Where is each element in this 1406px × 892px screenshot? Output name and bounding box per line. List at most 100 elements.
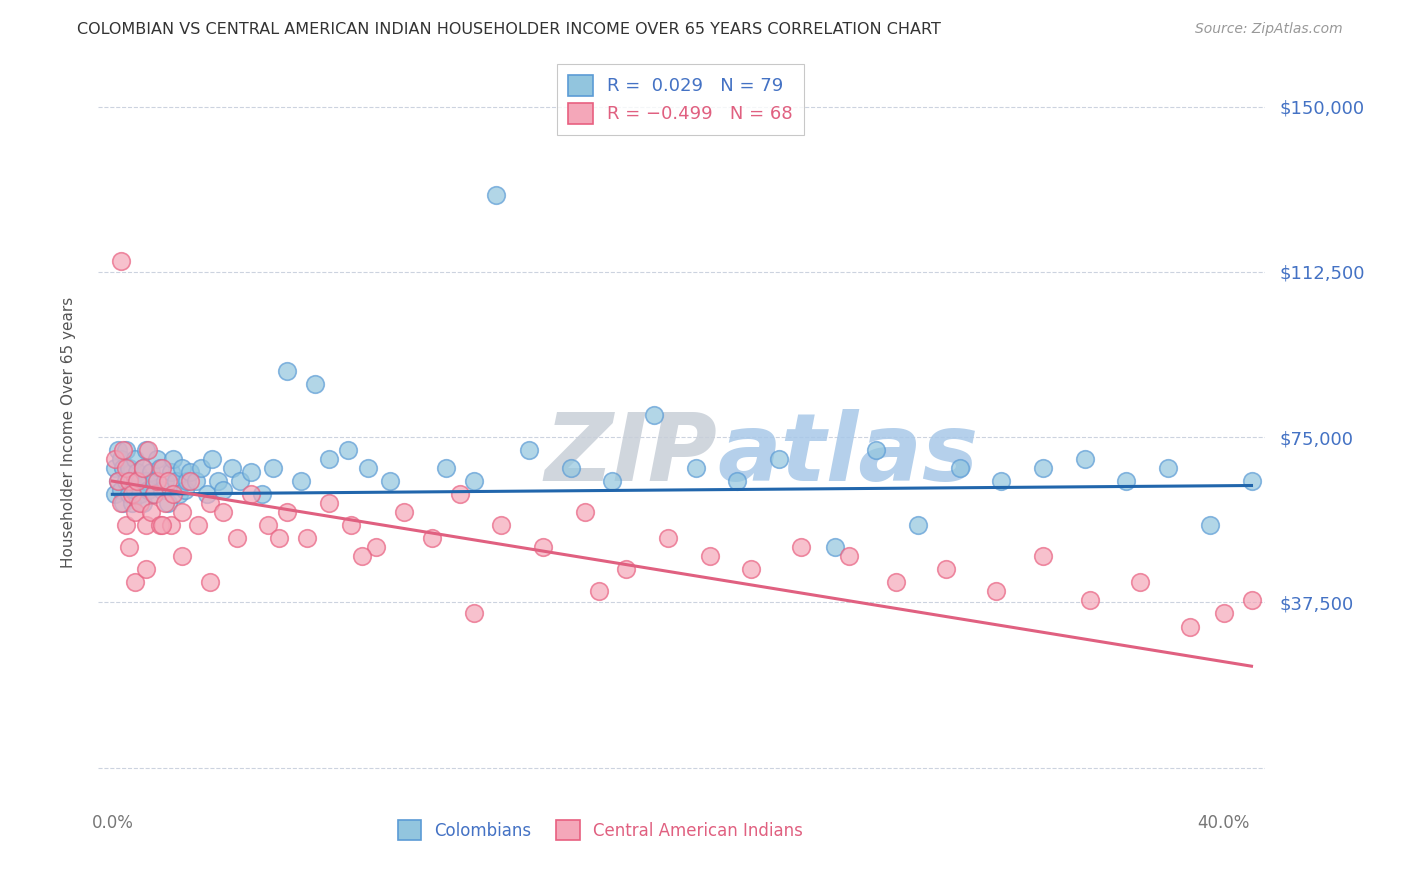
Point bbox=[124, 483, 146, 497]
Point bbox=[212, 483, 235, 497]
Point bbox=[263, 461, 285, 475]
Point bbox=[118, 487, 141, 501]
Point bbox=[1180, 619, 1202, 633]
Point bbox=[150, 461, 173, 475]
Point bbox=[107, 474, 129, 488]
Point bbox=[240, 465, 263, 479]
Point bbox=[124, 575, 146, 590]
Point bbox=[104, 461, 127, 475]
Point bbox=[176, 474, 198, 488]
Point bbox=[392, 505, 415, 519]
Point bbox=[173, 483, 195, 497]
Point bbox=[129, 487, 152, 501]
Point bbox=[184, 474, 207, 488]
Point bbox=[824, 540, 846, 554]
Point bbox=[129, 474, 152, 488]
Point bbox=[150, 518, 173, 533]
Point bbox=[167, 487, 190, 501]
Point bbox=[574, 505, 596, 519]
Point bbox=[150, 483, 173, 497]
Point bbox=[1032, 549, 1054, 563]
Point bbox=[198, 575, 221, 590]
Point bbox=[110, 483, 132, 497]
Point bbox=[162, 452, 184, 467]
Point bbox=[366, 540, 388, 554]
Point bbox=[990, 474, 1012, 488]
Text: atlas: atlas bbox=[717, 409, 979, 500]
Point bbox=[115, 518, 138, 533]
Point bbox=[156, 496, 179, 510]
Point bbox=[135, 474, 157, 488]
Point bbox=[110, 452, 132, 467]
Point bbox=[340, 518, 363, 533]
Point bbox=[318, 452, 340, 467]
Point bbox=[657, 532, 679, 546]
Point bbox=[190, 461, 212, 475]
Point bbox=[179, 465, 201, 479]
Point bbox=[434, 461, 457, 475]
Point bbox=[1074, 452, 1097, 467]
Point bbox=[170, 505, 193, 519]
Point bbox=[949, 461, 972, 475]
Point bbox=[170, 461, 193, 475]
Point bbox=[935, 562, 957, 576]
Point bbox=[135, 562, 157, 576]
Point bbox=[143, 474, 166, 488]
Point bbox=[104, 487, 127, 501]
Point bbox=[153, 474, 176, 488]
Point bbox=[121, 474, 143, 488]
Point bbox=[276, 364, 298, 378]
Point bbox=[135, 443, 157, 458]
Point bbox=[276, 505, 298, 519]
Point bbox=[517, 443, 540, 458]
Point bbox=[984, 584, 1007, 599]
Point bbox=[124, 505, 146, 519]
Point bbox=[838, 549, 860, 563]
Point bbox=[884, 575, 907, 590]
Point bbox=[614, 562, 637, 576]
Point bbox=[146, 452, 169, 467]
Point bbox=[170, 549, 193, 563]
Point bbox=[1080, 593, 1102, 607]
Point bbox=[127, 465, 149, 479]
Point bbox=[156, 474, 179, 488]
Point bbox=[226, 532, 249, 546]
Point bbox=[491, 518, 513, 533]
Point bbox=[143, 487, 166, 501]
Point bbox=[115, 461, 138, 475]
Point bbox=[104, 452, 127, 467]
Y-axis label: Householder Income Over 65 years: Householder Income Over 65 years bbox=[62, 297, 76, 568]
Point bbox=[148, 461, 170, 475]
Point bbox=[229, 474, 252, 488]
Point bbox=[132, 461, 155, 475]
Point bbox=[560, 461, 582, 475]
Text: Source: ZipAtlas.com: Source: ZipAtlas.com bbox=[1195, 22, 1343, 37]
Point bbox=[449, 487, 471, 501]
Point bbox=[179, 474, 201, 488]
Point bbox=[1032, 461, 1054, 475]
Point bbox=[907, 518, 929, 533]
Point bbox=[118, 461, 141, 475]
Point bbox=[1240, 593, 1263, 607]
Point bbox=[318, 496, 340, 510]
Point bbox=[141, 505, 163, 519]
Point bbox=[221, 461, 243, 475]
Point bbox=[290, 474, 312, 488]
Point bbox=[195, 487, 218, 501]
Point bbox=[146, 474, 169, 488]
Point bbox=[207, 474, 229, 488]
Point bbox=[124, 452, 146, 467]
Point bbox=[107, 474, 129, 488]
Point bbox=[165, 474, 187, 488]
Point bbox=[115, 474, 138, 488]
Point bbox=[865, 443, 887, 458]
Point bbox=[1240, 474, 1263, 488]
Legend: Colombians, Central American Indians: Colombians, Central American Indians bbox=[391, 814, 810, 847]
Point bbox=[304, 377, 326, 392]
Point bbox=[602, 474, 624, 488]
Point bbox=[352, 549, 374, 563]
Point bbox=[118, 540, 141, 554]
Point bbox=[115, 443, 138, 458]
Point bbox=[643, 408, 665, 422]
Point bbox=[198, 496, 221, 510]
